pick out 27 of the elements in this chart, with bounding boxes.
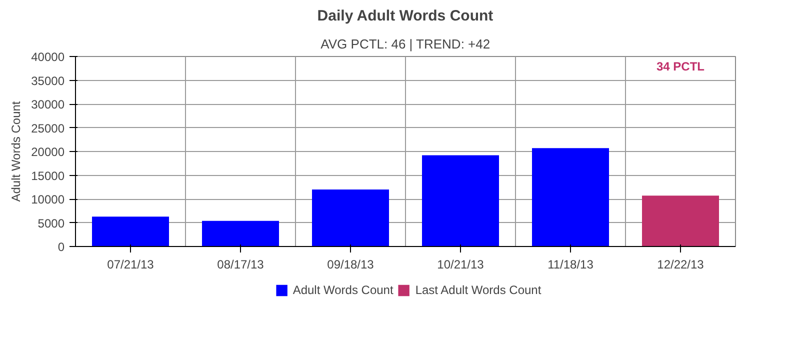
bar <box>202 220 279 246</box>
y-tick-label: 0 <box>58 240 65 254</box>
bar <box>312 190 389 246</box>
annotation: 34 PCTL <box>656 60 705 74</box>
x-tick-label: 09/18/13 <box>327 258 374 272</box>
chart-subtitle: AVG PCTL: 46 | TREND: +42 <box>320 36 490 52</box>
legend-label: Last Adult Words Count <box>415 283 542 297</box>
y-tick-label: 20000 <box>31 145 65 159</box>
x-tick-label: 11/18/13 <box>548 258 594 272</box>
y-tick-label: 5000 <box>38 216 65 230</box>
y-tick-label: 25000 <box>31 121 65 136</box>
y-axis-title: Adult Words Count <box>9 100 24 202</box>
legend-label: Adult Words Count <box>292 283 394 297</box>
y-tick-label: 40000 <box>31 50 65 64</box>
bar <box>92 216 169 246</box>
y-tick-label: 15000 <box>31 168 65 183</box>
y-tick-label: 30000 <box>31 98 65 112</box>
x-tick-label: 07/21/13 <box>107 258 154 272</box>
y-tick-label: 35000 <box>31 74 65 88</box>
chart-title: Daily Adult Words Count <box>317 8 494 24</box>
bar <box>422 155 499 246</box>
bar <box>532 148 609 246</box>
x-tick-label: 10/21/13 <box>437 258 484 272</box>
x-tick-label: 08/17/13 <box>217 258 264 272</box>
bar <box>642 196 719 246</box>
y-tick-label: 10000 <box>31 192 65 206</box>
x-tick-label: 12/22/13 <box>657 258 704 272</box>
